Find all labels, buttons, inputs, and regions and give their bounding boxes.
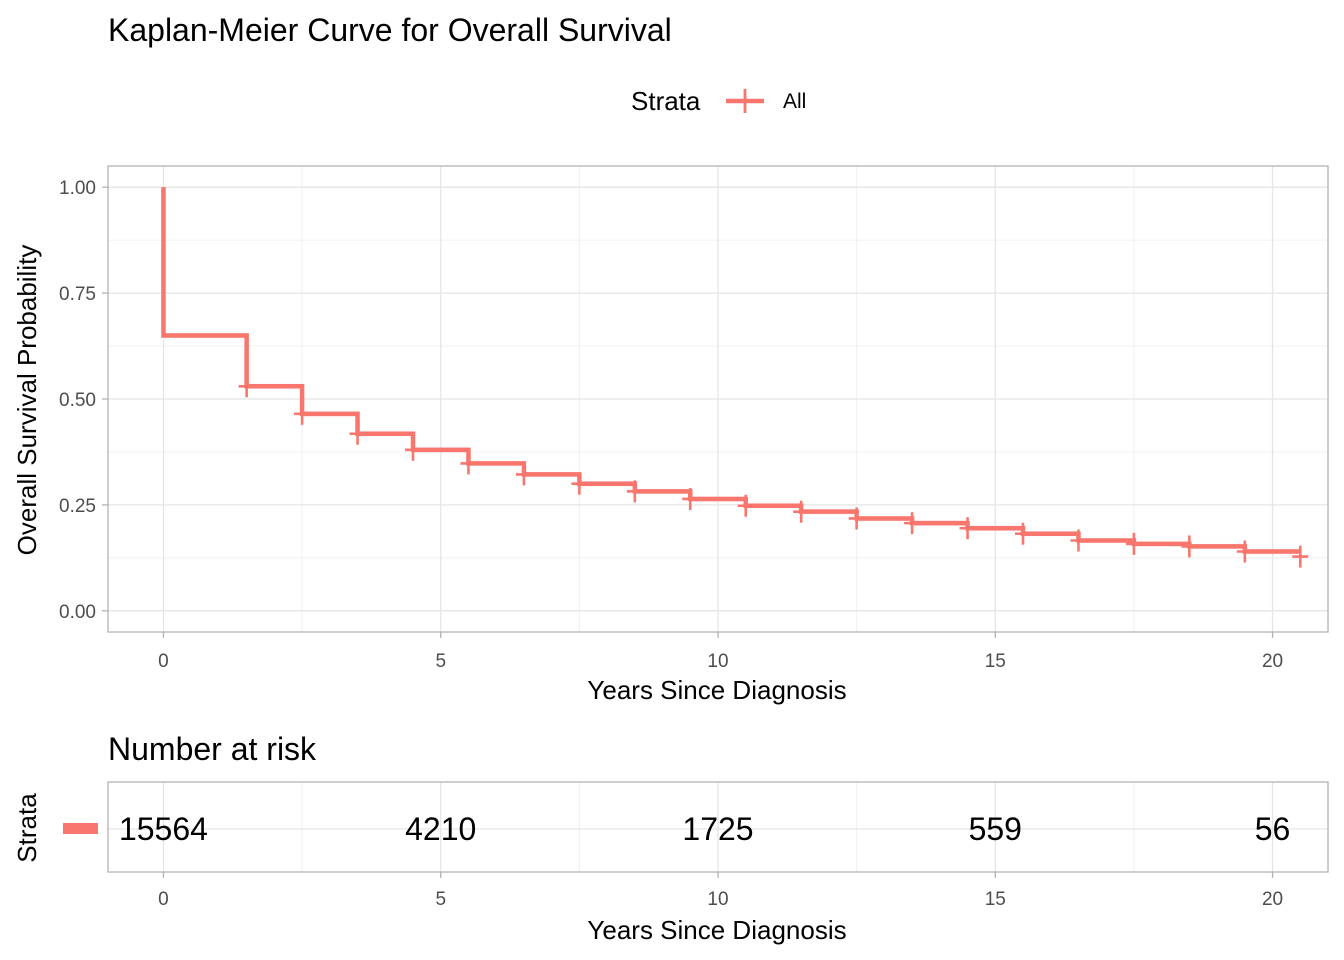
y-tick-label: 1.00	[59, 178, 96, 199]
censor-mark	[737, 494, 754, 517]
risk-table-panel: 15564 4210 1725 559 56 0 5 10 15 20	[107, 781, 1329, 910]
censor-mark	[238, 375, 255, 398]
risk-table-axes: 0 5 10 15 20	[158, 872, 1283, 910]
censor-mark	[793, 500, 810, 523]
censor-mark	[294, 402, 311, 425]
risk-count: 56	[1255, 811, 1291, 847]
risk-table-title: Number at risk	[108, 731, 317, 767]
risk-x-tick-label: 20	[1262, 889, 1283, 910]
legend-title: Strata	[631, 86, 701, 116]
chart-title: Kaplan-Meier Curve for Overall Survival	[108, 12, 672, 48]
survival-plot-grid	[108, 166, 1328, 632]
censor-mark	[1181, 535, 1198, 558]
x-tick-label: 20	[1262, 651, 1283, 672]
survival-curve-line	[161, 187, 1301, 554]
censor-mark	[1015, 522, 1031, 545]
censor-mark	[349, 422, 366, 445]
survival-plot-panel: 0 5 10 15 20 0.00 0.25 0.50 0.75 1.00	[59, 165, 1329, 672]
y-axis-title: Overall Survival Probability	[12, 245, 42, 556]
risk-x-tick-label: 15	[985, 889, 1006, 910]
risk-x-tick-label: 10	[707, 889, 728, 910]
legend-key-all	[726, 89, 764, 113]
censor-mark	[904, 512, 921, 535]
y-tick-label: 0.25	[59, 496, 96, 517]
risk-x-axis-title: Years Since Diagnosis	[587, 915, 846, 945]
censor-mark	[626, 480, 643, 503]
censor-mark	[848, 507, 865, 530]
censor-mark	[1070, 529, 1087, 552]
risk-y-axis-title: Strata	[12, 793, 42, 863]
risk-count: 1725	[682, 811, 753, 847]
legend-label-all: All	[783, 90, 806, 113]
legend: Strata All	[631, 86, 806, 116]
x-tick-label: 5	[435, 651, 446, 672]
survival-curve	[161, 187, 1301, 554]
censor-mark	[405, 438, 421, 461]
risk-x-tick-label: 5	[435, 889, 446, 910]
x-tick-label: 10	[707, 651, 728, 672]
risk-strata-key	[63, 823, 98, 834]
censor-mark	[682, 487, 699, 510]
confidence-band	[163, 332, 1301, 555]
censor-mark	[959, 517, 976, 540]
x-tick-label: 0	[158, 651, 169, 672]
censor-mark	[1125, 532, 1142, 555]
y-tick-label: 0.75	[59, 284, 96, 305]
x-tick-label: 15	[985, 651, 1006, 672]
censor-mark	[460, 452, 477, 475]
risk-x-tick-label: 0	[158, 889, 169, 910]
censor-mark	[571, 472, 588, 495]
x-axis-title: Years Since Diagnosis	[587, 675, 846, 705]
censor-mark	[1292, 545, 1309, 568]
y-tick-label: 0.00	[59, 602, 96, 623]
survival-plot-axes: 0 5 10 15 20 0.00 0.25 0.50 0.75 1.00	[59, 178, 1283, 672]
censor-mark	[1236, 540, 1253, 563]
censor-marks	[238, 375, 1309, 568]
risk-count: 15564	[119, 811, 208, 847]
y-tick-label: 0.50	[59, 390, 96, 411]
risk-table-values: 15564 4210 1725 559 56	[119, 811, 1290, 847]
risk-table-grid	[108, 782, 1328, 872]
risk-count: 4210	[405, 811, 476, 847]
risk-count: 559	[969, 811, 1022, 847]
censor-mark	[515, 463, 532, 486]
